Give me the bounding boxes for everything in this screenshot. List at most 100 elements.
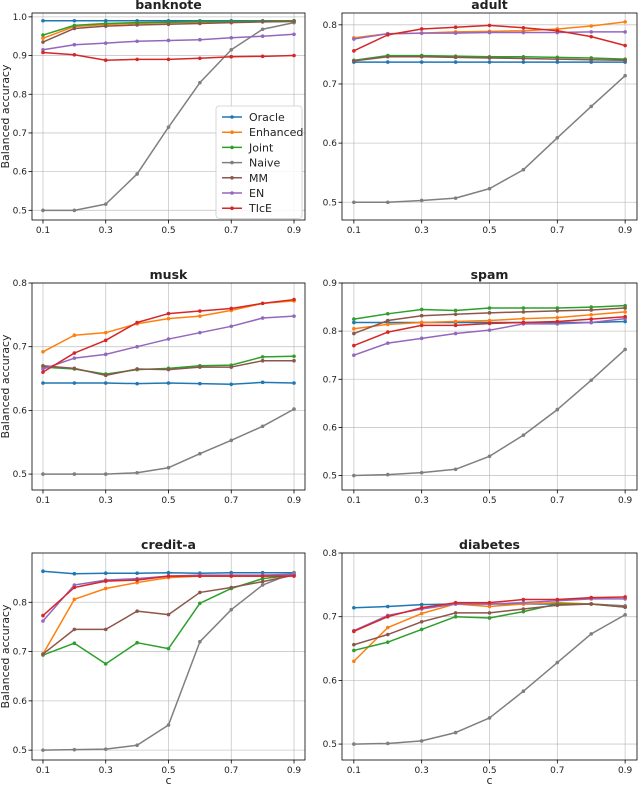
data-point-tice [103, 338, 108, 343]
data-point-enhanced [385, 625, 390, 630]
data-point-naive [453, 467, 458, 472]
data-point-oracle [229, 570, 234, 575]
data-point-naive [453, 730, 458, 735]
data-point-mm [166, 367, 171, 372]
panel-adult: 0.1 0.3 0.5 0.7 0.9 0.5 0.6 0.7 0.8 adult [323, 0, 638, 236]
data-point-tice [103, 58, 108, 63]
data-point-en [419, 336, 424, 341]
x-tick-label: 0.1 [36, 766, 50, 776]
data-point-enhanced [623, 20, 627, 24]
y-tick-label: 0.7 [323, 375, 337, 385]
legend-marker-tice [230, 206, 234, 210]
data-point-en [292, 314, 296, 318]
data-point-enhanced [41, 349, 45, 354]
data-point-naive [487, 454, 492, 459]
data-point-mm [41, 652, 45, 656]
data-point-tice [385, 330, 390, 334]
data-point-naive [292, 407, 296, 411]
data-point-enhanced [103, 586, 108, 591]
data-point-naive [166, 465, 171, 470]
data-point-naive [41, 748, 45, 752]
data-point-oracle [103, 381, 108, 385]
data-point-en [521, 30, 526, 35]
data-point-naive [135, 471, 139, 475]
data-point-enhanced [385, 322, 390, 327]
data-point-tice [555, 597, 560, 602]
data-point-tice [385, 614, 390, 619]
data-point-tice [198, 574, 202, 578]
data-point-oracle [453, 60, 458, 64]
y-tick-label: 0.9 [13, 52, 28, 62]
data-point-naive [385, 472, 390, 477]
data-point-naive [72, 472, 77, 476]
data-point-en [72, 42, 77, 47]
data-point-joint [419, 307, 424, 312]
legend-marker-joint [230, 145, 234, 150]
panel-title: spam [471, 267, 509, 282]
panel-banknote: 0.1 0.3 0.5 0.7 0.9 0.5 0.6 0.7 0.8 0.9 1.0 banknot… [0, 0, 306, 236]
data-point-en [260, 34, 265, 39]
x-tick-label: 0.1 [347, 496, 361, 506]
data-point-naive [198, 80, 202, 85]
data-point-en [487, 30, 492, 35]
data-point-enhanced [487, 604, 492, 609]
y-tick-label: 0.5 [323, 198, 337, 208]
data-point-en [41, 367, 45, 371]
data-point-oracle [487, 60, 492, 64]
legend-marker-en [230, 191, 234, 195]
data-point-joint [72, 23, 77, 28]
y-tick-label: 0.7 [323, 613, 337, 623]
data-point-naive [198, 639, 202, 644]
data-point-naive [623, 612, 627, 617]
legend-label-naive: Naive [249, 157, 281, 170]
legend-label-en: EN [249, 187, 264, 200]
y-tick-label: 1.0 [13, 13, 28, 23]
data-point-mm [487, 56, 492, 60]
data-point-tice [292, 574, 296, 578]
legend-label-oracle: Oracle [249, 111, 285, 124]
data-point-joint [292, 354, 296, 359]
data-point-oracle [72, 381, 77, 385]
data-point-mm [521, 56, 526, 61]
data-point-joint [103, 21, 108, 26]
data-point-naive [41, 472, 45, 476]
legend-marker-naive [230, 160, 234, 165]
data-point-mm [623, 605, 627, 609]
data-point-tice [419, 27, 424, 31]
data-point-en [198, 37, 202, 42]
panel-title: diabetes [459, 537, 520, 552]
data-point-tice [198, 56, 202, 61]
y-tick-label: 0.6 [13, 168, 28, 178]
x-tick-label: 0.3 [415, 496, 429, 506]
data-point-mm [385, 632, 390, 637]
data-point-mm [198, 590, 202, 595]
data-point-naive [135, 743, 139, 748]
data-point-en [623, 30, 627, 34]
data-point-tice [292, 297, 296, 302]
data-point-oracle [41, 18, 45, 23]
data-point-naive [419, 739, 424, 743]
data-point-naive [385, 741, 390, 746]
data-point-tice [103, 579, 108, 583]
data-point-naive [521, 689, 526, 694]
data-point-joint [41, 33, 45, 37]
x-tick-label: 0.1 [36, 496, 50, 506]
data-point-oracle [385, 60, 390, 64]
data-point-joint [521, 609, 526, 614]
data-point-tice [521, 320, 526, 325]
data-point-tice [229, 574, 234, 578]
x-tick-label: 0.7 [550, 496, 564, 506]
y-tick-label: 0.6 [13, 697, 28, 707]
data-point-en [103, 41, 108, 45]
data-point-mm [103, 24, 108, 28]
data-point-joint [521, 306, 526, 310]
data-point-oracle [229, 382, 234, 387]
data-point-mm [589, 308, 594, 312]
data-point-mm [166, 612, 171, 617]
data-point-mm [521, 310, 526, 314]
data-point-oracle [135, 381, 139, 386]
data-point-naive [260, 424, 265, 429]
data-point-mm [555, 57, 560, 61]
panel-spam: 0.1 0.3 0.5 0.7 0.9 0.5 0.6 0.7 0.8 0.9 spam [323, 267, 638, 506]
data-point-en [72, 356, 77, 360]
